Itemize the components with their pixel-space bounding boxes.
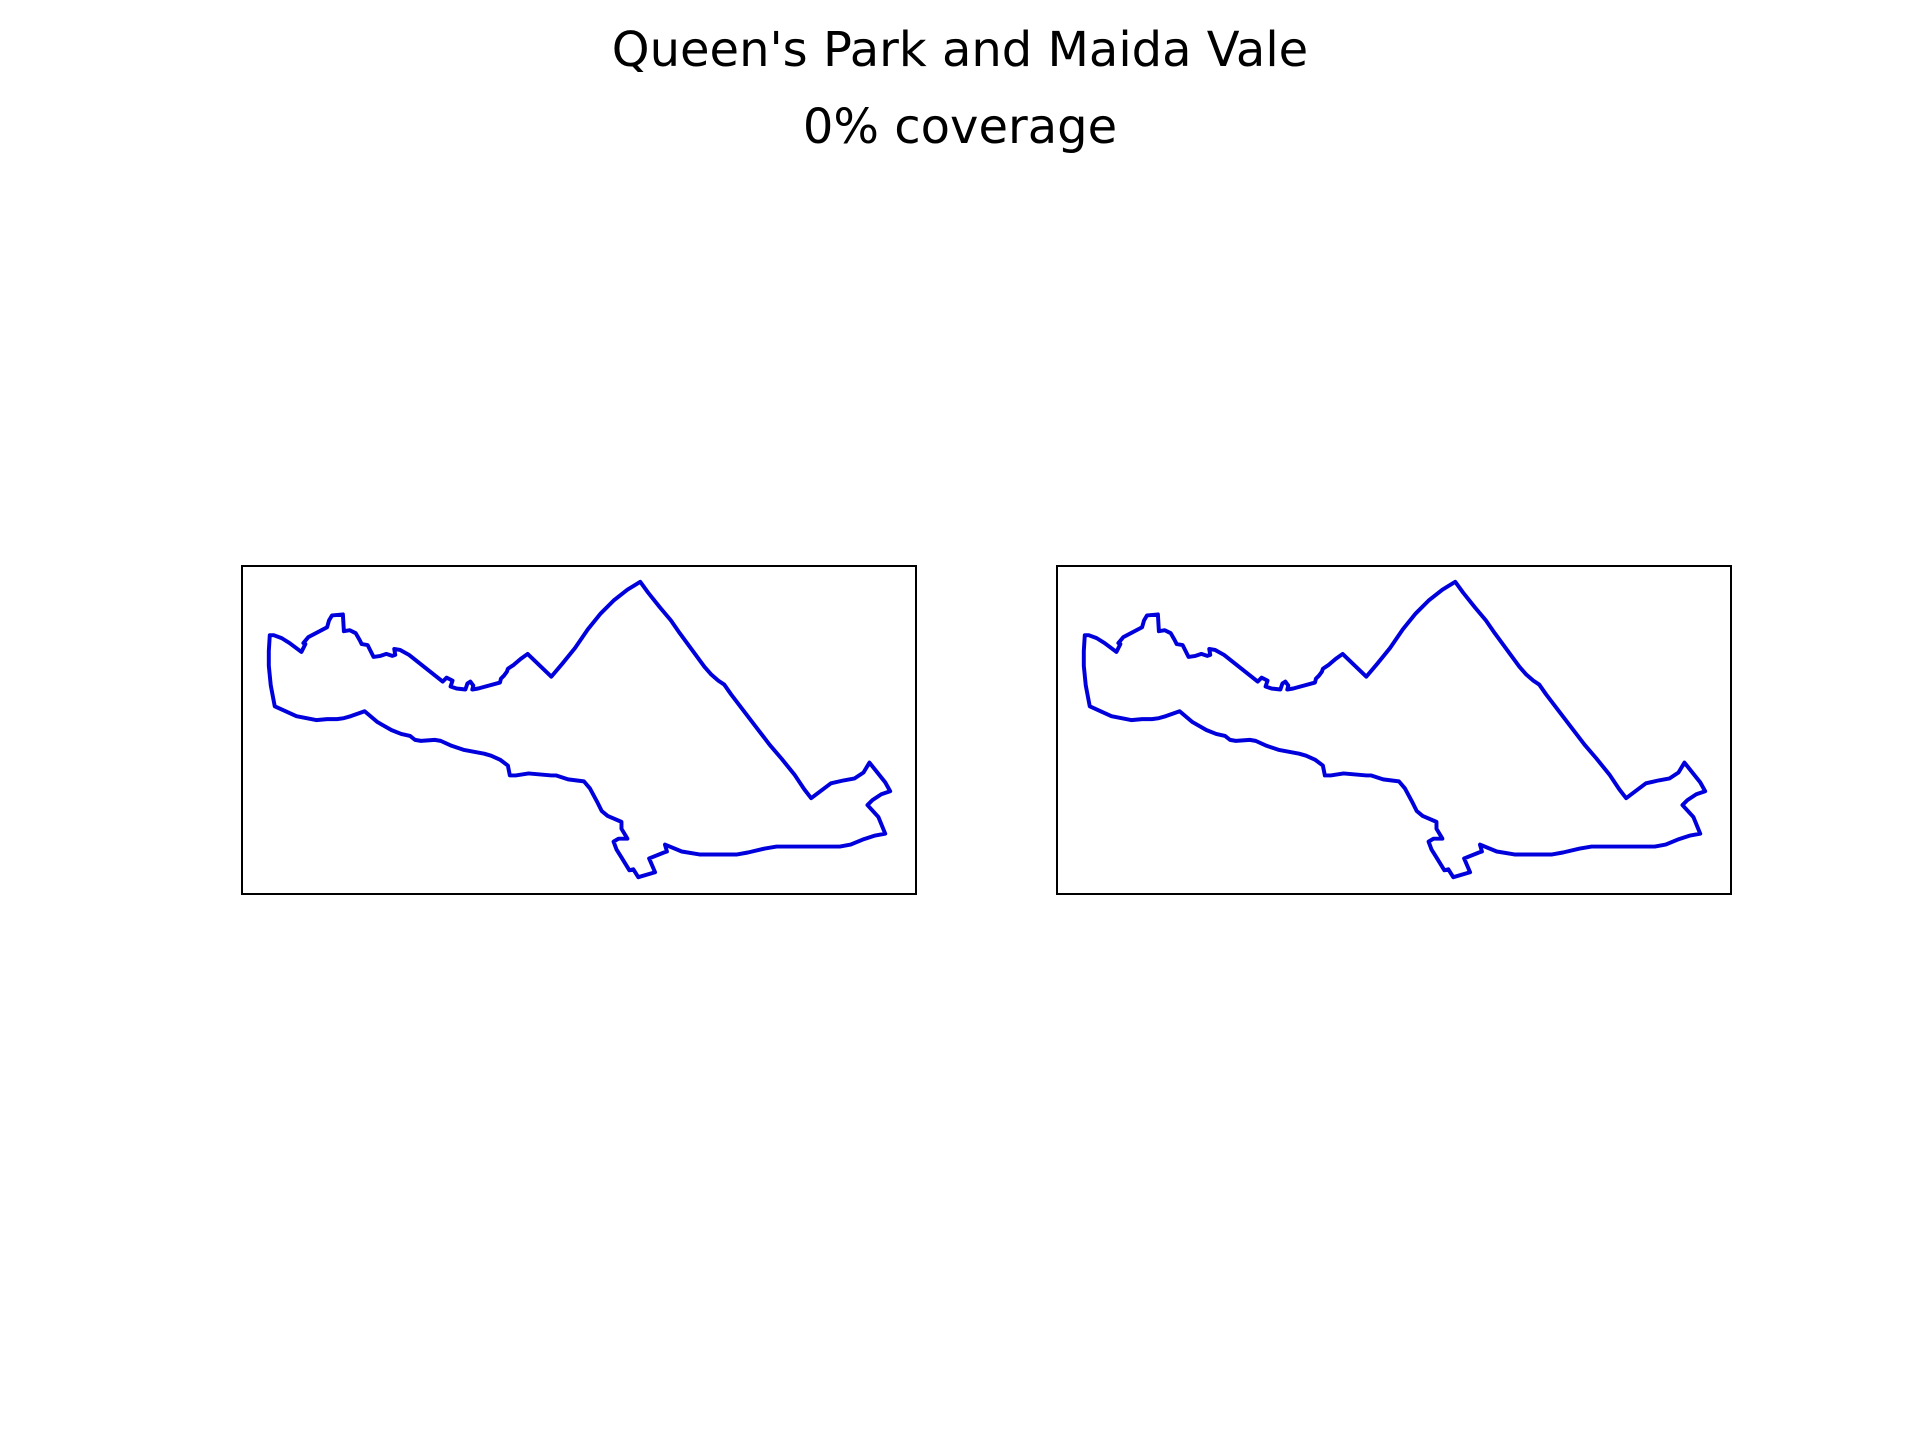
ward-map-right xyxy=(1081,579,1708,880)
map-panel-right xyxy=(1056,565,1732,895)
ward-boundary-outline xyxy=(266,579,893,880)
coverage-subtitle: 0% coverage xyxy=(802,99,1118,155)
map-panel-left xyxy=(241,565,917,895)
ward-boundary-outline xyxy=(1081,579,1708,880)
figure-title: Queen's Park and Maida Vale xyxy=(611,22,1309,78)
ward-map-left xyxy=(266,579,893,880)
